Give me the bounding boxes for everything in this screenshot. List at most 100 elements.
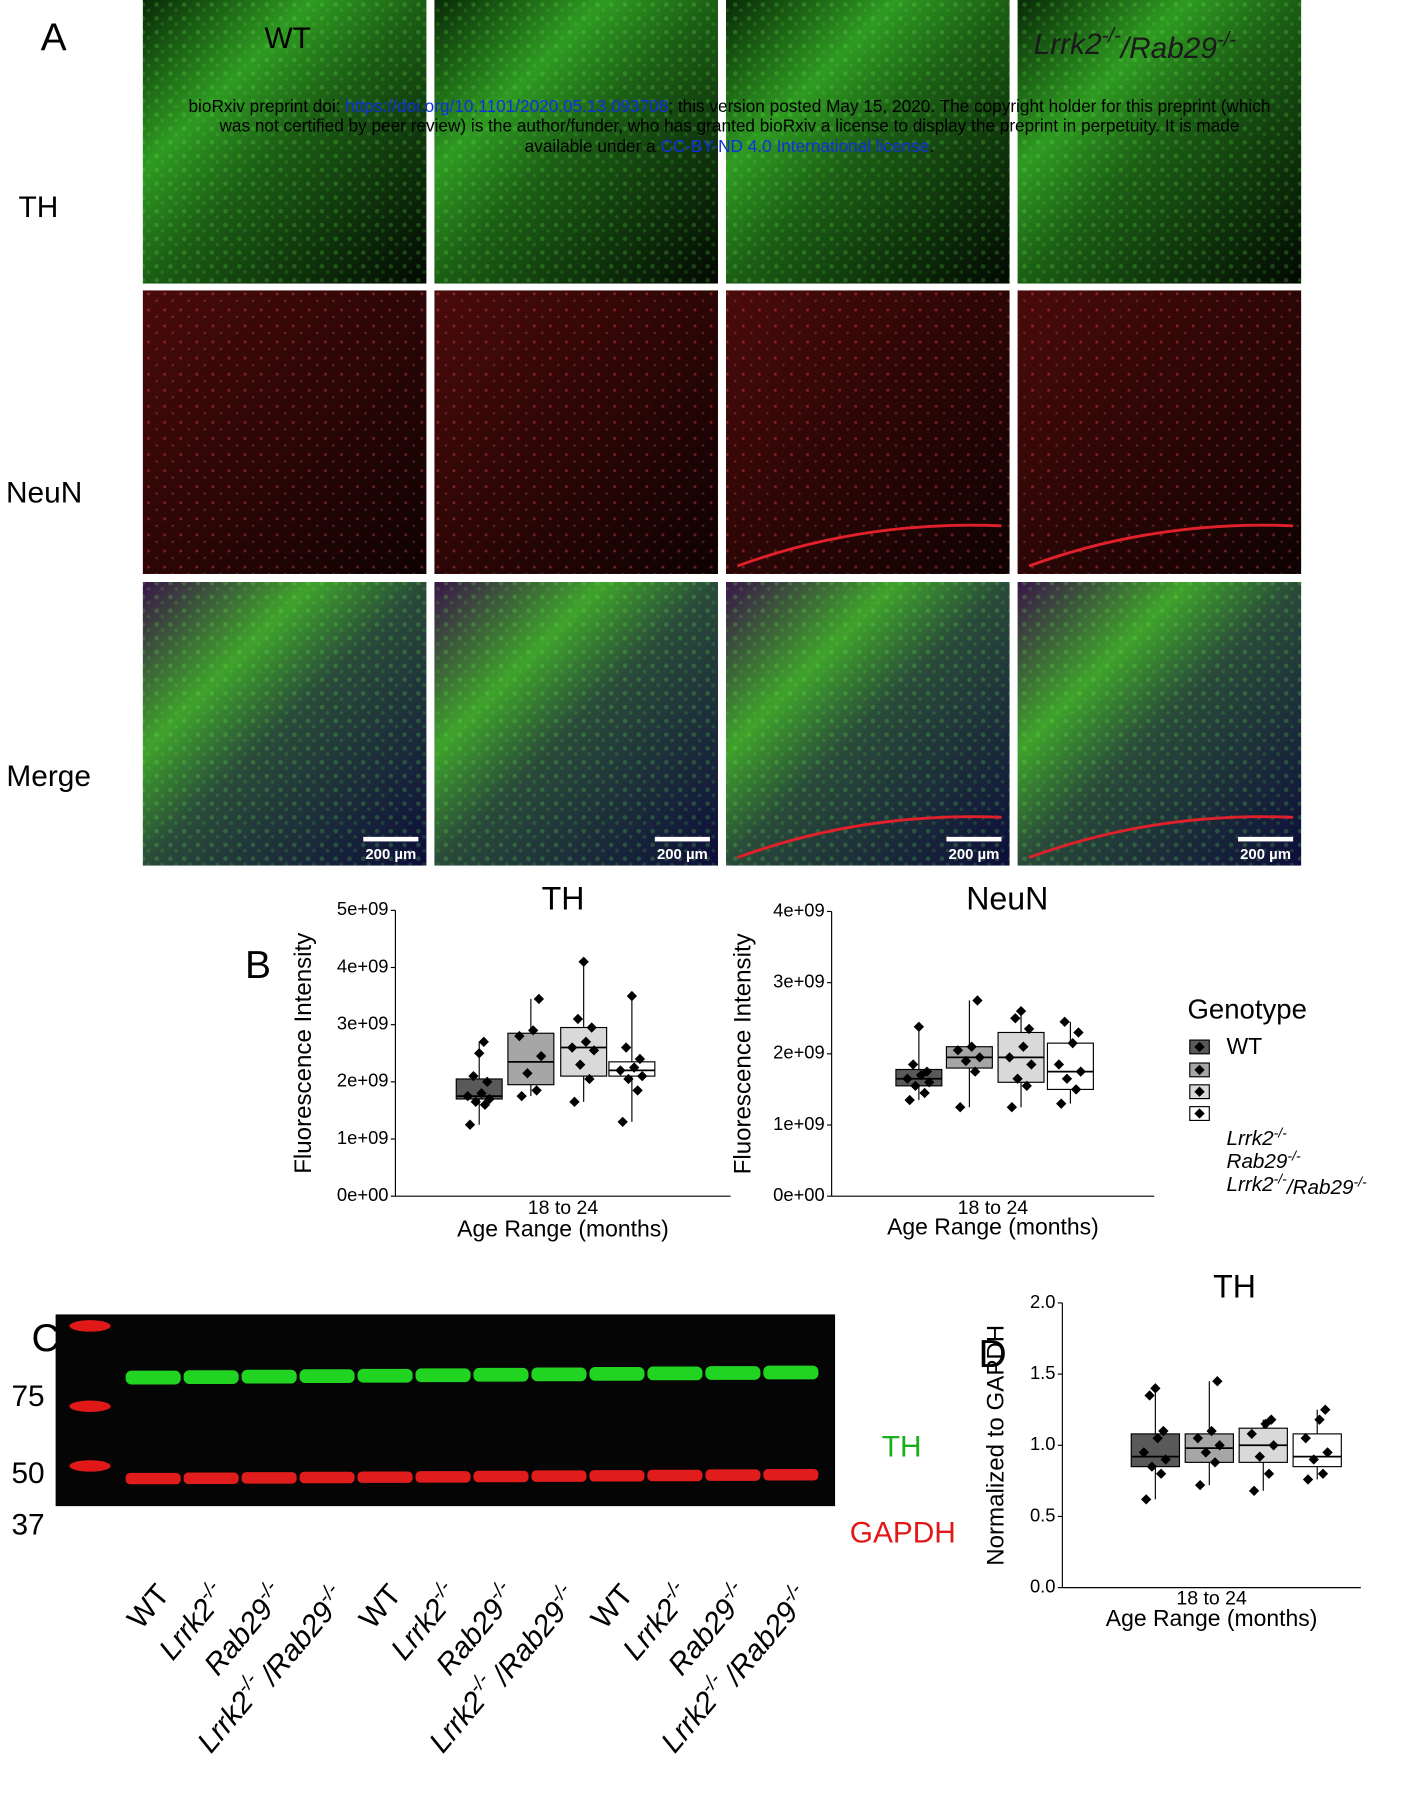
micrograph-texture xyxy=(434,0,718,284)
watermark-line: available under a CC-BY-ND 4.0 Internati… xyxy=(525,135,935,155)
vessel xyxy=(737,815,1002,859)
scale-bar-label: 200 µm xyxy=(365,846,416,863)
text-part: WT xyxy=(265,22,311,55)
gapdh-band xyxy=(183,1472,239,1484)
micrograph-texture xyxy=(1017,582,1302,866)
vessel xyxy=(1028,815,1294,859)
data-point xyxy=(1026,1059,1037,1070)
data-point xyxy=(462,1090,473,1102)
micrograph-texture xyxy=(434,290,718,574)
micrograph-texture xyxy=(726,290,1010,574)
data-point xyxy=(921,1066,933,1077)
text-part: -/- xyxy=(1287,1147,1301,1163)
ladder-band xyxy=(69,1400,111,1412)
watermark-text: was not certified by peer review) is the… xyxy=(218,115,1239,135)
gapdh-band xyxy=(241,1472,297,1484)
data-point xyxy=(1150,1383,1161,1394)
micrograph-texture xyxy=(434,582,718,866)
th-band xyxy=(647,1366,703,1381)
data-point xyxy=(629,1062,640,1073)
chart-title: TH xyxy=(1213,1269,1256,1305)
row-label: TH xyxy=(19,191,59,224)
th-band xyxy=(241,1369,297,1384)
marker-label: 50 xyxy=(11,1457,44,1490)
th-band xyxy=(531,1367,587,1382)
data-point xyxy=(1212,1376,1223,1387)
text-part: Lrrk2 xyxy=(1227,1127,1275,1150)
watermark-text: bioRxiv preprint doi: xyxy=(188,95,345,115)
data-point xyxy=(1141,1494,1152,1505)
th-band xyxy=(705,1366,761,1380)
vessel xyxy=(1028,523,1294,568)
th-band xyxy=(125,1370,181,1385)
band-label: GAPDH xyxy=(850,1517,956,1550)
th-band xyxy=(183,1370,239,1384)
data-point xyxy=(575,1059,586,1070)
y-tick-label: 0.0 xyxy=(1030,1575,1056,1596)
y-axis-title: Normalized to GAPDH xyxy=(982,1325,1009,1566)
y-tick-label: 2.0 xyxy=(1030,1291,1056,1312)
y-axis-title: Fluorescence Intensity xyxy=(290,933,317,1174)
legend: GenotypeWTLrrk2-/-Rab29-/-Lrrk2-/-/Rab29… xyxy=(1187,994,1367,1200)
data-point xyxy=(584,1073,595,1085)
legend-label: Lrrk2-/- xyxy=(1227,1124,1288,1150)
gapdh-band xyxy=(705,1469,761,1481)
text-part: /Rab29 xyxy=(1285,1176,1354,1199)
data-point xyxy=(615,1065,626,1076)
micrograph-texture xyxy=(142,582,427,866)
watermark-text: available under a xyxy=(525,135,661,155)
data-point xyxy=(1248,1485,1260,1496)
y-tick-label: 4e+09 xyxy=(773,899,825,920)
data-point xyxy=(907,1059,919,1070)
marker-label: 75 xyxy=(11,1380,44,1413)
data-point xyxy=(464,1119,476,1130)
data-point xyxy=(468,1070,479,1082)
legend-label: Lrrk2-/-/Rab29-/- xyxy=(1227,1170,1368,1199)
data-point xyxy=(1263,1468,1275,1479)
box xyxy=(1046,1042,1094,1090)
data-point xyxy=(617,1116,628,1128)
data-point xyxy=(1021,1080,1032,1092)
data-point xyxy=(1053,1059,1065,1070)
data-point xyxy=(1152,1432,1163,1444)
x-axis-title: Age Range (months) xyxy=(1106,1605,1318,1631)
data-point xyxy=(1010,1013,1021,1024)
legend-label: Rab29-/- xyxy=(1227,1147,1301,1173)
legend-title: Genotype xyxy=(1187,994,1306,1025)
x-axis-title: Age Range (months) xyxy=(457,1216,669,1242)
y-tick-label: 4e+09 xyxy=(337,955,389,976)
data-point xyxy=(1317,1468,1329,1479)
th-band xyxy=(415,1368,471,1383)
scale-bar xyxy=(946,836,1002,842)
data-point xyxy=(482,1076,493,1088)
data-point xyxy=(969,1066,981,1077)
watermark-link[interactable]: https://doi.org/10.1101/2020.05.13.09370… xyxy=(345,95,668,115)
data-point xyxy=(1015,1005,1027,1017)
gapdh-band xyxy=(589,1470,645,1482)
th-band xyxy=(299,1369,355,1384)
column-header: WT xyxy=(265,22,311,55)
data-point xyxy=(1059,1016,1070,1027)
column-header: Lrrk2-/-/Rab29-/- xyxy=(1034,25,1237,65)
watermark-link[interactable]: CC-BY-ND 4.0 International license xyxy=(660,135,929,155)
chart-title: TH xyxy=(542,881,585,917)
text-part: -/- xyxy=(1217,29,1236,51)
gapdh-band xyxy=(531,1470,587,1482)
panel-label: C xyxy=(32,1317,60,1360)
data-point xyxy=(1206,1425,1217,1437)
data-point xyxy=(626,990,638,1002)
data-point xyxy=(1314,1414,1325,1425)
data-point xyxy=(955,1102,966,1113)
watermark-text: . xyxy=(929,135,934,155)
western-blot: 755037THGAPDHWTLrrk2-/-Rab29-/-Lrrk2-/- … xyxy=(11,1314,956,1759)
th-band xyxy=(589,1366,645,1381)
text-part: WT xyxy=(1227,1033,1263,1059)
data-point xyxy=(904,1094,915,1106)
text-part: /Rab29 xyxy=(1119,32,1217,65)
data-point xyxy=(620,1042,632,1053)
scale-bar xyxy=(654,836,710,842)
data-point xyxy=(1138,1447,1150,1458)
scale-bar xyxy=(1238,836,1294,842)
